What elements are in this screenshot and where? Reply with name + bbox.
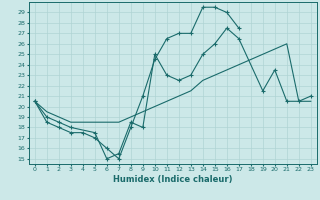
- X-axis label: Humidex (Indice chaleur): Humidex (Indice chaleur): [113, 175, 233, 184]
